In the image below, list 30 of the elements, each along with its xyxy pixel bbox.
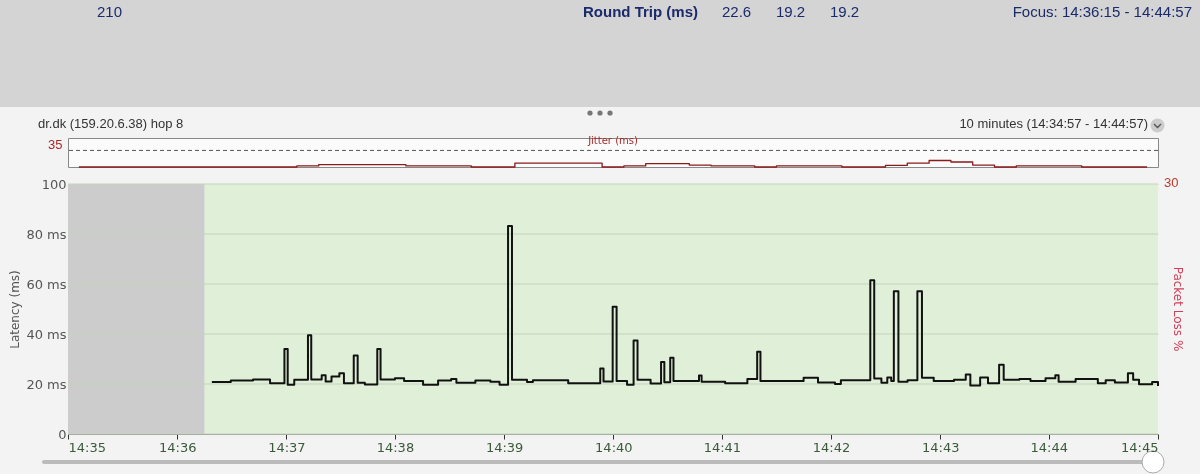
y-tick-label: 60 ms bbox=[26, 276, 67, 292]
y2-axis-title: Packet Loss % bbox=[1171, 266, 1185, 352]
text: Focus: 14:36:15 - 14:44:57 bbox=[1012, 3, 1192, 20]
chart-title: Jitter (ms) bbox=[587, 135, 638, 147]
x-tick-label: 14:41 bbox=[703, 439, 742, 455]
x-tick-label: 14:38 bbox=[376, 439, 415, 455]
text: 22.6 bbox=[722, 3, 752, 20]
y-axis-title: Latency (ms) bbox=[8, 270, 23, 349]
x-tick-label: 14:36 bbox=[158, 439, 197, 455]
x-tick-label: 14:44 bbox=[1030, 439, 1069, 455]
x-tick-label: 14:40 bbox=[595, 439, 633, 455]
text: 30 bbox=[1164, 175, 1179, 190]
text: 19.2 bbox=[776, 3, 806, 20]
y-tick-label: 100 bbox=[41, 176, 67, 192]
x-tick-label: 14:42 bbox=[812, 439, 851, 455]
x-tick-label: 14:39 bbox=[485, 439, 524, 455]
text: 35 bbox=[48, 137, 63, 152]
text: 19.2 bbox=[830, 3, 860, 20]
text: 210 bbox=[97, 3, 123, 20]
y-tick-label: 20 ms bbox=[26, 376, 67, 392]
x-tick-label: 14:45 bbox=[1121, 439, 1159, 455]
x-tick-label: 14:37 bbox=[268, 439, 306, 455]
y-tick-label: 0 bbox=[58, 426, 67, 442]
x-tick-label: 14:43 bbox=[922, 439, 960, 455]
x-tick-label: 14:35 bbox=[68, 439, 106, 455]
text: Round Trip (ms) bbox=[583, 3, 698, 20]
text: dr.dk (159.20.6.38) hop 8 bbox=[38, 116, 184, 131]
y-tick-label: 40 ms bbox=[26, 326, 67, 342]
y-tick-label: 80 ms bbox=[26, 226, 67, 242]
text: 10 minutes (14:34:57 - 14:44:57) bbox=[959, 116, 1148, 131]
